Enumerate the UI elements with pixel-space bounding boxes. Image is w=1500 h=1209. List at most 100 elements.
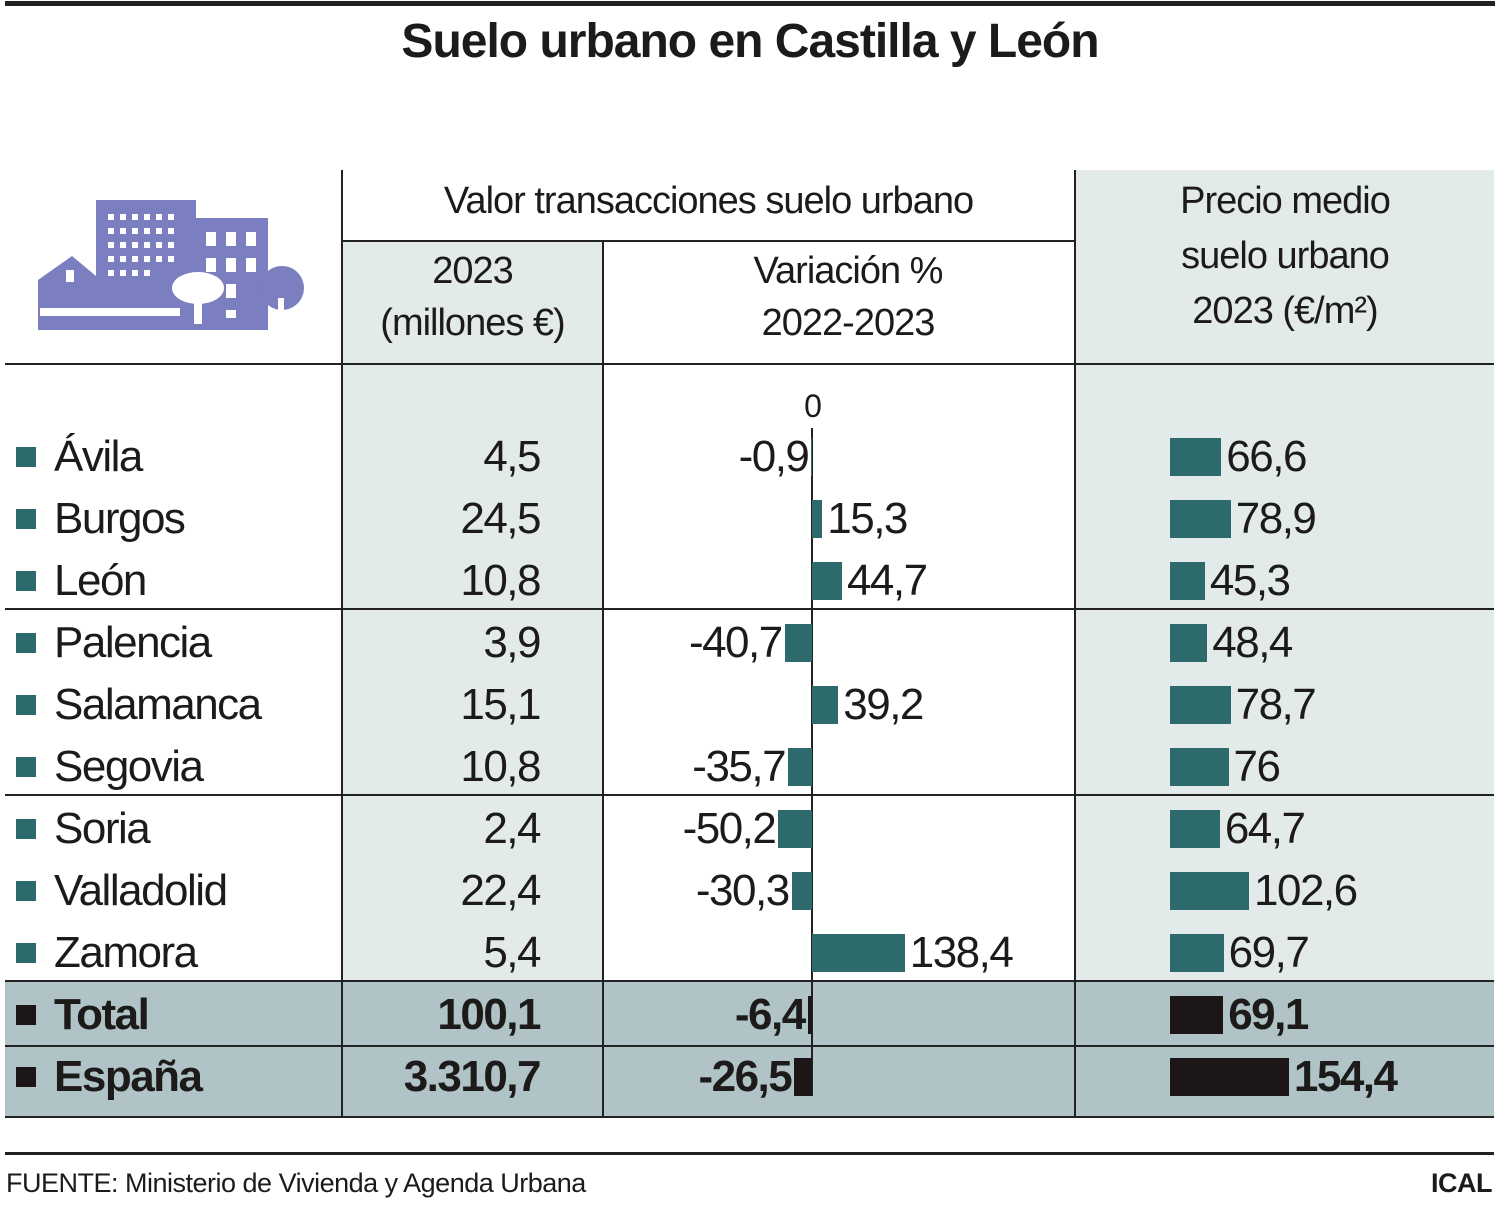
row-bullet: [16, 509, 36, 529]
group-divider: [5, 980, 1494, 982]
price-label: 78,7: [1235, 680, 1317, 729]
row-value: 10,8: [460, 556, 541, 605]
column-divider: [602, 241, 604, 1118]
price-bar: [1170, 500, 1231, 538]
variation-bar: [807, 996, 812, 1034]
price-label: 69,1: [1228, 990, 1309, 1039]
variation-bar: [812, 934, 905, 972]
price-label: 48,4: [1212, 618, 1293, 667]
top-rule: [5, 1, 1495, 6]
header-variation-2: 2022-2023: [761, 302, 936, 344]
header-price-2: suelo urbano: [1181, 235, 1390, 277]
row-value: 4,5: [483, 432, 541, 481]
variation-bar: [788, 748, 812, 786]
row-name: Palencia: [54, 618, 212, 667]
row-bullet: [16, 819, 36, 839]
price-bar: [1170, 686, 1231, 724]
row-name: España: [54, 1052, 203, 1101]
price-bar: [1170, 562, 1205, 600]
price-bar: [1170, 872, 1249, 910]
city-buildings-icon: [38, 200, 304, 330]
price-label: 69,7: [1228, 928, 1310, 977]
row-bullet: [16, 1005, 36, 1025]
row-value: 5,4: [483, 928, 541, 977]
variation-bar: [812, 500, 823, 538]
row-value: 15,1: [460, 680, 541, 729]
variation-bar: [784, 624, 812, 662]
variation-bar: [778, 810, 812, 848]
variation-label: 138,4: [909, 928, 1014, 977]
row-bullet: [16, 943, 36, 963]
variation-label: -30,3: [695, 866, 790, 915]
variation-label: -40,7: [688, 618, 783, 667]
row-name: Salamanca: [54, 680, 262, 729]
row-name: Ávila: [54, 432, 143, 481]
row-name: Burgos: [54, 494, 186, 543]
header-value-1: 2023: [432, 250, 514, 292]
group-divider: [5, 608, 1494, 610]
row-value: 2,4: [483, 804, 541, 853]
row-value: 100,1: [437, 990, 541, 1039]
variation-bar: [812, 686, 839, 724]
zero-axis: [811, 428, 813, 1096]
header-group: Valor transacciones suelo urbano: [443, 180, 974, 222]
variation-bar: [812, 562, 842, 600]
brand-label: ICAL: [1431, 1168, 1493, 1198]
row-value: 3.310,7: [403, 1052, 542, 1101]
variation-bar: [791, 872, 812, 910]
price-label: 102,6: [1254, 866, 1358, 915]
header-divider: [342, 240, 1075, 242]
row-name: Soria: [54, 804, 151, 853]
zero-axis-label: 0: [804, 388, 822, 424]
row-bullet: [16, 571, 36, 591]
price-label: 66,6: [1226, 432, 1307, 481]
header-price-1: Precio medio: [1180, 180, 1391, 222]
variation-label: -6,4: [734, 990, 806, 1039]
row-name: León: [54, 556, 147, 605]
price-label: 64,7: [1224, 804, 1306, 853]
price-label: 154,4: [1293, 1052, 1398, 1101]
row-bullet: [16, 447, 36, 467]
row-value: 24,5: [460, 494, 541, 543]
price-column-bg: [1076, 170, 1494, 982]
price-label: 76: [1233, 742, 1281, 791]
header-value-2: (millones €): [380, 302, 565, 344]
header-price-3: 2023 (€/m²): [1192, 290, 1378, 332]
row-divider: [5, 1045, 1494, 1047]
price-bar: [1170, 810, 1220, 848]
price-bar: [1170, 624, 1208, 662]
header-rule: [5, 363, 1494, 365]
price-bar: [1170, 934, 1224, 972]
source-note: FUENTE: Ministerio de Vivienda y Agenda …: [6, 1168, 586, 1198]
row-name: Total: [54, 990, 150, 1039]
table-bottom-rule: [5, 1116, 1494, 1118]
price-bar: [1170, 996, 1224, 1034]
row-bullet: [16, 695, 36, 715]
variation-bar: [794, 1058, 812, 1096]
price-label: 78,9: [1235, 494, 1317, 543]
row-name: Zamora: [54, 928, 198, 977]
group-divider: [5, 794, 1494, 796]
row-name: Segovia: [54, 742, 204, 791]
row-bullet: [16, 1067, 36, 1087]
row-bullet: [16, 757, 36, 777]
variation-label: 39,2: [843, 680, 924, 729]
row-bullet: [16, 633, 36, 653]
variation-bar: [811, 438, 812, 476]
column-divider: [341, 170, 343, 1118]
variation-label: -0,9: [738, 432, 810, 481]
row-name: Valladolid: [54, 866, 228, 915]
price-bar: [1170, 438, 1222, 476]
price-bar: [1170, 748, 1229, 786]
row-value: 10,8: [460, 742, 541, 791]
row-value: 22,4: [460, 866, 541, 915]
price-label: 45,3: [1209, 556, 1291, 605]
variation-label: -35,7: [692, 742, 786, 791]
row-value: 3,9: [483, 618, 541, 667]
price-bar: [1170, 1058, 1289, 1096]
variation-label: -26,5: [698, 1052, 792, 1101]
header-variation-1: Variación %: [753, 250, 944, 292]
chart-title: Suelo urbano en Castilla y León: [401, 15, 1099, 68]
row-bullet: [16, 881, 36, 901]
footer-rule: [5, 1152, 1494, 1155]
